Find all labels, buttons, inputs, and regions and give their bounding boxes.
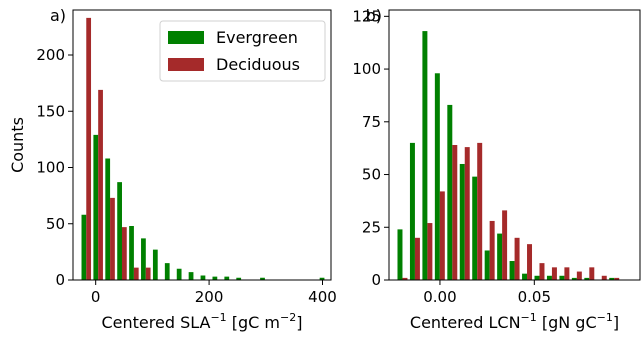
- bar-evergreen: [509, 261, 515, 280]
- ytick-label: 25: [362, 218, 381, 236]
- bar-deciduous: [121, 227, 127, 281]
- xtick-label: 400: [308, 288, 337, 306]
- bar-deciduous: [477, 142, 483, 280]
- legend-label-deciduous: Deciduous: [216, 55, 300, 74]
- bar-evergreen: [447, 104, 453, 280]
- bar-evergreen: [236, 277, 242, 280]
- bars: [397, 31, 620, 281]
- ytick-label: 0: [371, 271, 381, 289]
- legend: Evergreen Deciduous: [159, 20, 326, 82]
- bar-evergreen: [129, 226, 134, 280]
- xtick-label: 0: [91, 288, 101, 306]
- bar-evergreen: [152, 249, 158, 281]
- bar-deciduous: [576, 271, 582, 280]
- bar-evergreen: [164, 263, 170, 281]
- bar-evergreen: [584, 277, 590, 280]
- bar-evergreen: [497, 233, 503, 280]
- xtick-label: 0.00: [423, 288, 456, 306]
- bar-deciduous: [464, 147, 470, 280]
- ytick-label: 0: [55, 271, 65, 289]
- legend-swatch-deciduous: [168, 58, 204, 71]
- bar-evergreen: [176, 268, 182, 280]
- bar-deciduous: [452, 145, 458, 280]
- bar-evergreen: [93, 134, 99, 281]
- bar-evergreen: [200, 275, 206, 280]
- bar-evergreen: [105, 158, 111, 280]
- bar-evergreen: [409, 142, 415, 280]
- legend-swatch-evergreen: [168, 31, 204, 44]
- ytick-label: 50: [46, 215, 65, 233]
- x-axis-label: Centered LCN−1 [gN gC−1]: [410, 311, 619, 332]
- bar-evergreen: [472, 176, 478, 280]
- bar-deciduous: [527, 244, 533, 280]
- xtick-label: 200: [195, 288, 224, 306]
- panel-b: 0 25 50 75 100 125 0.00 0.05 Centered LCN−1 [gN …: [352, 6, 641, 332]
- bar-deciduous: [564, 267, 570, 280]
- x-axis-label: Centered SLA−1 [gC m−2]: [102, 311, 303, 332]
- y-axis-label: Counts: [8, 117, 27, 173]
- panel-a: 0 50 100 150 200 0 200 400 Centered SLA−1 [gC m−…: [8, 6, 337, 332]
- bar-evergreen: [397, 229, 403, 281]
- bar-evergreen: [434, 73, 440, 280]
- bar-deciduous: [110, 197, 115, 281]
- ytick-label: 100: [36, 159, 65, 177]
- ytick-label: 125: [352, 7, 381, 25]
- bar-deciduous: [601, 275, 607, 280]
- bar-deciduous: [539, 263, 545, 281]
- bar-deciduous: [98, 89, 103, 281]
- bar-evergreen: [459, 163, 465, 280]
- xtick-label: 0.05: [518, 288, 551, 306]
- bar-evergreen: [212, 276, 218, 281]
- bar-deciduous: [133, 267, 139, 281]
- bar-deciduous: [414, 237, 420, 280]
- bar-evergreen: [484, 250, 490, 280]
- ytick-label: 75: [362, 113, 381, 131]
- axes-frame: [72, 9, 332, 281]
- bar-evergreen: [522, 273, 528, 280]
- bar-evergreen: [422, 31, 428, 281]
- bar-deciduous: [402, 277, 408, 280]
- ytick-label: 150: [36, 102, 65, 120]
- bar-evergreen: [224, 276, 230, 281]
- axes-frame: [388, 9, 641, 281]
- bar-evergreen: [546, 275, 552, 280]
- bar-deciduous: [489, 220, 495, 280]
- legend-label-evergreen: Evergreen: [216, 28, 298, 47]
- bar-evergreen: [117, 182, 122, 281]
- bar-deciduous: [589, 267, 595, 280]
- bar-deciduous: [427, 223, 433, 280]
- bar-deciduous: [502, 210, 508, 280]
- bars: [81, 17, 325, 281]
- bar-evergreen: [571, 277, 577, 280]
- bar-evergreen: [81, 214, 87, 280]
- bar-deciduous: [439, 191, 445, 280]
- bar-deciduous: [551, 267, 557, 280]
- bar-evergreen: [188, 272, 194, 281]
- bar-deciduous: [86, 17, 92, 281]
- panel-label: b): [366, 6, 382, 25]
- bar-evergreen: [609, 277, 615, 280]
- bar-evergreen: [141, 238, 146, 281]
- ytick-label: 50: [362, 166, 381, 184]
- ytick-label: 100: [352, 60, 381, 78]
- bar-evergreen: [559, 275, 565, 280]
- bar-evergreen: [534, 275, 540, 280]
- bar-evergreen: [260, 277, 265, 280]
- bar-deciduous: [514, 237, 520, 280]
- bar-evergreen: [319, 277, 325, 280]
- ytick-label: 200: [36, 46, 65, 64]
- bar-deciduous: [145, 267, 151, 281]
- bar-deciduous: [614, 277, 620, 280]
- panel-label: a): [50, 6, 66, 25]
